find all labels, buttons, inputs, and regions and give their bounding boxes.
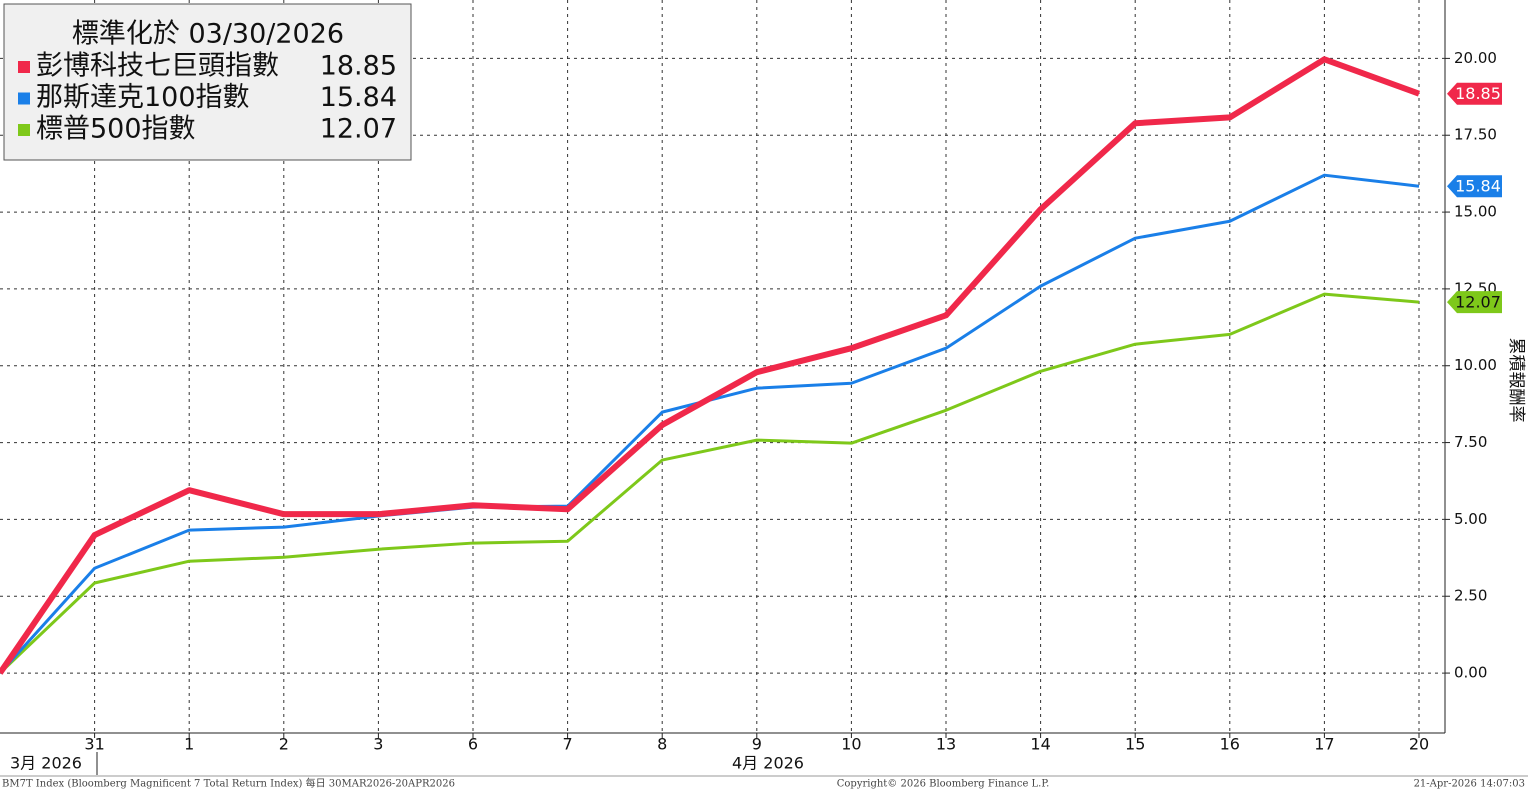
- x-tick-label: 14: [1030, 735, 1050, 754]
- legend-swatch: [18, 61, 30, 73]
- series-line: [0, 292, 1420, 675]
- x-tick-label: 1: [184, 735, 194, 754]
- x-tick-label: 17: [1314, 735, 1334, 754]
- legend-value: 18.85: [320, 51, 397, 82]
- y-tick-label: 0.00: [1454, 664, 1487, 682]
- legend-title: 標準化於 03/30/2026: [72, 19, 344, 50]
- x-tick-label: 3: [373, 735, 383, 754]
- x-tick-label: 8: [657, 735, 667, 754]
- legend-swatch: [18, 124, 30, 136]
- value-tag-label: 12.07: [1455, 293, 1501, 312]
- y-tick-label: 17.50: [1454, 126, 1497, 144]
- value-tag: [1447, 82, 1502, 105]
- footer-center: Copyright© 2026 Bloomberg Finance L.P.: [837, 779, 1050, 790]
- legend-label: 彭博科技七巨頭指數: [36, 51, 279, 82]
- x-tick-label: 7: [563, 735, 573, 754]
- x-tick-label: 13: [936, 735, 956, 754]
- legend-value: 15.84: [320, 82, 397, 113]
- y-tick-label: 5.00: [1454, 510, 1487, 528]
- month-label: 4月 2026: [732, 754, 804, 773]
- y-tick-label: 20.00: [1454, 49, 1497, 67]
- x-tick-label: 2: [279, 735, 289, 754]
- legend-swatch: [18, 92, 30, 105]
- month-label: 3月 2026: [10, 754, 82, 773]
- legend-box: [3, 3, 412, 161]
- legend-label: 那斯達克100指數: [36, 82, 250, 113]
- y-tick-label: 2.50: [1454, 587, 1487, 605]
- footer-left: BM7T Index (Bloomberg Magnificent 7 Tota…: [2, 777, 455, 790]
- x-tick-label: 10: [841, 735, 861, 754]
- series-line: [0, 173, 1420, 675]
- footer-right: 21-Apr-2026 14:07:03: [1414, 779, 1525, 790]
- x-tick-label: 6: [468, 735, 478, 754]
- legend-value: 12.07: [320, 114, 397, 145]
- x-tick-label: 31: [84, 735, 104, 754]
- value-tag-label: 15.84: [1455, 177, 1501, 196]
- legend-label: 標普500指數: [36, 114, 196, 145]
- y-tick-label: 15.00: [1454, 203, 1497, 221]
- x-tick-label: 16: [1220, 735, 1240, 754]
- y-tick-label: 10.00: [1454, 356, 1497, 374]
- y-tick-label: 7.50: [1454, 433, 1487, 451]
- value-tag-label: 18.85: [1455, 84, 1501, 103]
- x-tick-label: 20: [1409, 735, 1429, 754]
- value-tag: [1447, 291, 1502, 314]
- series-line: [0, 56, 1421, 675]
- x-tick-label: 15: [1125, 735, 1145, 754]
- x-tick-label: 9: [752, 735, 762, 754]
- value-tag: [1447, 175, 1502, 198]
- y-axis-label: 累積報酬率: [1506, 338, 1526, 423]
